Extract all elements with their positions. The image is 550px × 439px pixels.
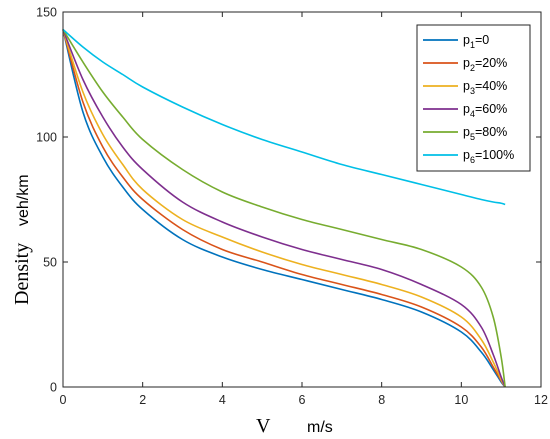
x-axis-label-unit: m/s — [307, 419, 333, 436]
legend-label-3: p3=40% — [463, 79, 507, 96]
axes — [62, 11, 542, 388]
series-line-3 — [62, 29, 506, 388]
y-tick-label: 0 — [50, 381, 57, 395]
tick-labels: 0 2 4 6 8 10 12 0 50 100 150 — [36, 6, 548, 408]
series-line-6 — [62, 28, 506, 206]
x-axis-label-symbol: V — [256, 415, 271, 437]
series-line-5 — [62, 29, 506, 388]
x-tick-label: 4 — [219, 393, 226, 407]
x-tick-label: 12 — [534, 393, 548, 407]
legend: p1=0 p2=20% p3=40% p4=60% p5=80% p6=100% — [416, 24, 531, 172]
y-tick-label: 100 — [36, 131, 57, 145]
x-tick-label: 0 — [60, 393, 67, 407]
y-axis-label-unit: veh/km — [15, 174, 32, 226]
legend-label-2: p2=20% — [463, 56, 507, 73]
x-tick-label: 8 — [378, 393, 385, 407]
legend-box — [416, 24, 531, 172]
y-axis-label-symbol: Density — [11, 243, 33, 305]
legend-label-6: p6=100% — [463, 148, 514, 165]
series-line-4 — [62, 29, 506, 388]
x-tick-label: 2 — [139, 393, 146, 407]
series-layer — [62, 28, 506, 388]
legend-label-5: p5=80% — [463, 125, 507, 142]
y-tick-label: 150 — [36, 6, 57, 20]
x-tick-label: 6 — [299, 393, 306, 407]
series-line-1 — [62, 29, 506, 388]
legend-label-4: p4=60% — [463, 102, 507, 119]
legend-label-1: p1=0 — [463, 33, 489, 50]
x-tick-label: 10 — [454, 393, 468, 407]
y-tick-label: 50 — [43, 256, 57, 270]
series-line-2 — [62, 29, 506, 388]
